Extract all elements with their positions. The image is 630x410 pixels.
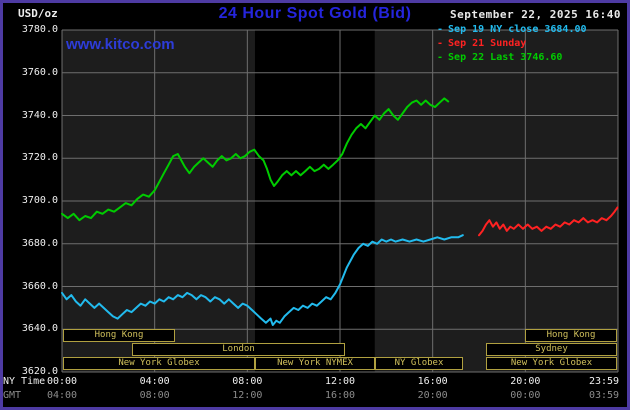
session-box-new-york-globex: New York Globex: [486, 357, 617, 370]
session-box-ny-globex: NY Globex: [375, 357, 463, 370]
y-tick-label: 3760.0: [21, 66, 58, 78]
y-tick-label: 3780.0: [21, 24, 58, 35]
kitco-watermark-link[interactable]: www.kitco.com: [66, 36, 175, 53]
session-box-hong-kong: Hong Kong: [525, 329, 617, 342]
session-box-new-york-nymex: New York NYMEX: [255, 357, 375, 370]
x-tick-label: 12:00: [232, 390, 263, 401]
legend-swatch: -: [437, 52, 444, 63]
price-unit-label: USD/oz: [18, 7, 58, 20]
legend: - Sep 19 NY close 3684.00- Sep 21 Sunday - S…: [437, 24, 587, 66]
x-tick-label: 04:00: [139, 376, 170, 387]
legend-label: Sep 21 Sunday: [448, 38, 527, 49]
session-box-new-york-globex: New York Globex: [63, 357, 255, 370]
price-line-0: [61, 234, 464, 326]
x-tick-label: 00:00: [46, 376, 78, 387]
price-line-1: [478, 206, 619, 237]
x-axis-row-label: GMT: [3, 390, 22, 401]
chart-title: 24 Hour Spot Gold (Bid): [218, 5, 412, 22]
y-tick-label: 3700.0: [21, 195, 58, 206]
y-tick-label: 3620.0: [21, 366, 58, 377]
x-tick-label: 23:59: [588, 376, 620, 387]
chart-datetime: September 22, 2025 16:40: [450, 8, 621, 21]
x-tick-label: 16:00: [417, 376, 448, 387]
legend-swatch: -: [437, 24, 444, 35]
y-tick-label: 3660.0: [21, 280, 58, 292]
legend-label: Sep 22 Last 3746.60: [448, 52, 563, 63]
x-tick-label: 00:00: [510, 390, 541, 401]
session-box-london: London: [132, 343, 345, 356]
x-tick-label: 08:00: [232, 376, 263, 387]
x-tick-label: 12:00: [324, 376, 356, 387]
legend-item-0: - Sep 19 NY close 3684.00: [437, 24, 587, 38]
x-tick-label: 08:00: [139, 390, 170, 401]
x-tick-label: 16:00: [324, 390, 356, 401]
y-tick-label: 3640.0: [21, 323, 58, 335]
x-tick-label: 20:00: [510, 376, 541, 387]
y-tick-label: 3740.0: [21, 109, 58, 121]
y-tick-label: 3720.0: [21, 152, 58, 164]
x-tick-label: 03:59: [588, 390, 620, 401]
legend-swatch: -: [437, 38, 444, 49]
x-axis-row-label: NY Time: [3, 376, 46, 387]
x-tick-label: 04:00: [46, 390, 78, 401]
session-box-hong-kong: Hong Kong: [63, 329, 175, 342]
y-tick-label: 3680.0: [21, 237, 58, 249]
legend-item-1: - Sep 21 Sunday: [437, 38, 587, 52]
legend-label: Sep 19 NY close 3684.00: [448, 24, 587, 35]
session-box-sydney: Sydney: [486, 343, 617, 356]
price-line-2: [61, 97, 450, 222]
legend-item-2: - Sep 22 Last 3746.60: [437, 52, 587, 66]
x-tick-label: 20:00: [417, 390, 448, 401]
